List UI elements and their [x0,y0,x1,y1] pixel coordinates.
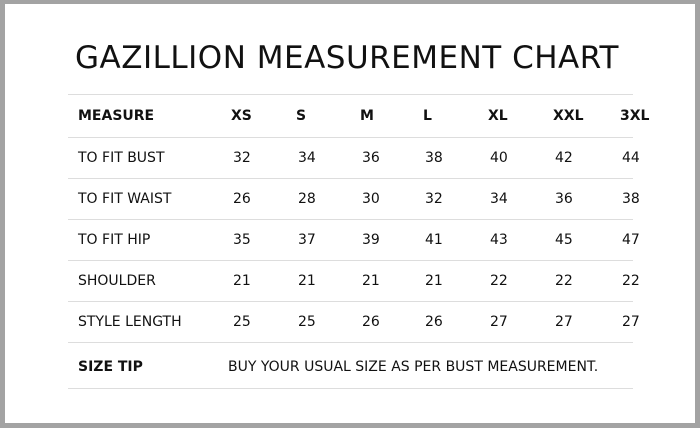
size-tip-label: SIZE TIP [78,359,143,375]
measurement-value: 41 [425,232,443,248]
page-title: GAZILLION MEASUREMENT CHART [75,40,619,76]
measurement-value: 38 [622,191,640,207]
measurement-value: 39 [362,232,380,248]
size-chart-card: GAZILLION MEASUREMENT CHART MEASURE XS S M L… [5,4,695,423]
measurement-value: 35 [233,232,251,248]
measurement-value: 26 [425,314,443,330]
measurement-value: 34 [298,150,316,166]
measurement-value: 25 [233,314,251,330]
measurement-value: 21 [233,273,251,289]
measurement-value: 26 [362,314,380,330]
header-size: M [360,108,374,124]
measurement-value: 32 [233,150,251,166]
measurement-value: 45 [555,232,573,248]
measurement-value: 44 [622,150,640,166]
row-label: SHOULDER [78,273,156,289]
header-size: L [423,108,432,124]
measurement-value: 38 [425,150,443,166]
row-label: STYLE LENGTH [78,314,182,330]
table-row: TO FIT HIP 35 37 39 41 43 45 47 [68,219,640,260]
measurement-value: 21 [362,273,380,289]
row-label: TO FIT WAIST [78,191,172,207]
measurement-value: 37 [298,232,316,248]
measurement-value: 21 [298,273,316,289]
measurement-value: 22 [622,273,640,289]
measurement-value: 36 [555,191,573,207]
measurement-value: 43 [490,232,508,248]
measurement-value: 27 [622,314,640,330]
measurement-value: 30 [362,191,380,207]
header-measure: MEASURE [78,108,155,124]
measurement-value: 22 [490,273,508,289]
measurement-table: MEASURE XS S M L XL XXL 3XL TO FIT BUST 32 34 36 38 4… [68,94,649,389]
measurement-value: 25 [298,314,316,330]
table-row: SHOULDER 21 21 21 21 22 22 22 [68,260,640,301]
header-size: XL [488,108,508,124]
table-header-row: MEASURE XS S M L XL XXL 3XL [68,94,649,137]
header-size: 3XL [620,108,650,124]
measurement-value: 27 [490,314,508,330]
measurement-value: 21 [425,273,443,289]
measurement-value: 32 [425,191,443,207]
header-size: S [296,108,307,124]
row-label: TO FIT HIP [78,232,151,248]
table-row: STYLE LENGTH 25 25 26 26 27 27 27 [68,301,640,342]
measurement-value: 36 [362,150,380,166]
measurement-value: 42 [555,150,573,166]
header-size: XS [231,108,252,124]
size-tip-text: BUY YOUR USUAL SIZE AS PER BUST MEASUREM… [228,359,599,375]
size-tip-row: SIZE TIP BUY YOUR USUAL SIZE AS PER BUST … [68,342,633,389]
measurement-value: 22 [555,273,573,289]
measurement-value: 34 [490,191,508,207]
measurement-value: 27 [555,314,573,330]
measurement-value: 28 [298,191,316,207]
measurement-value: 26 [233,191,251,207]
header-size: XXL [553,108,584,124]
table-row: TO FIT BUST 32 34 36 38 40 42 44 [68,137,640,178]
measurement-value: 47 [622,232,640,248]
measurement-value: 40 [490,150,508,166]
row-label: TO FIT BUST [78,150,165,166]
table-row: TO FIT WAIST 26 28 30 32 34 36 38 [68,178,640,219]
